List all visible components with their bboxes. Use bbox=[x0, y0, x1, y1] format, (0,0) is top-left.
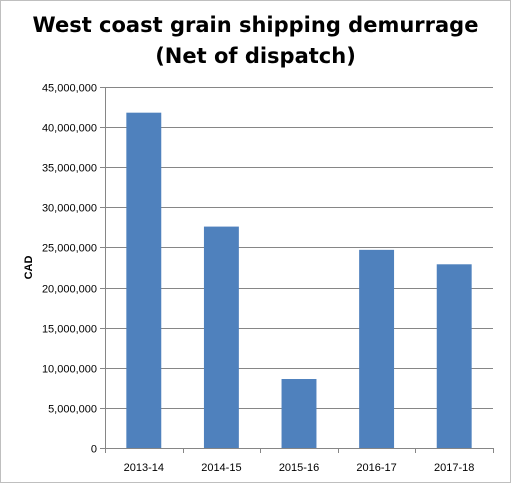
chart-title-line-1: West coast grain shipping demurrage bbox=[32, 13, 479, 37]
chart-title-line-2: (Net of dispatch) bbox=[155, 44, 356, 68]
bar bbox=[203, 226, 239, 448]
x-tick-label: 2014-15 bbox=[201, 462, 241, 474]
x-tick-labels: 2013-14 2014-15 2015-16 2016-17 2017-18 bbox=[124, 462, 475, 474]
y-tick-label: 0 bbox=[91, 444, 97, 456]
x-tick-label: 2017-18 bbox=[434, 462, 474, 474]
x-tick-label: 2015-16 bbox=[279, 462, 319, 474]
x-tick-label: 2013-14 bbox=[124, 462, 164, 474]
gridlines bbox=[105, 87, 493, 409]
bar bbox=[436, 264, 472, 448]
bars bbox=[126, 112, 472, 448]
bar bbox=[281, 379, 317, 448]
y-tick-label: 30,000,000 bbox=[42, 203, 97, 215]
y-tick-label: 35,000,000 bbox=[42, 163, 97, 175]
y-tick-label: 45,000,000 bbox=[42, 83, 97, 95]
y-tick-label: 40,000,000 bbox=[42, 123, 97, 135]
y-tick-labels: 0 5,000,000 10,000,000 15,000,000 20,000,000… bbox=[42, 83, 97, 456]
y-tick-label: 15,000,000 bbox=[42, 324, 97, 336]
x-tick-label: 2016-17 bbox=[356, 462, 396, 474]
y-tick-label: 25,000,000 bbox=[42, 243, 97, 255]
bar bbox=[359, 249, 395, 448]
y-tick-label: 5,000,000 bbox=[48, 404, 97, 416]
y-tick-label: 20,000,000 bbox=[42, 284, 97, 296]
chart-title: West coast grain shipping demurrage (Net… bbox=[0, 10, 511, 72]
axes bbox=[100, 87, 494, 453]
y-tick-label: 10,000,000 bbox=[42, 364, 97, 376]
bar bbox=[126, 112, 162, 448]
y-axis-label: CAD bbox=[23, 256, 35, 280]
